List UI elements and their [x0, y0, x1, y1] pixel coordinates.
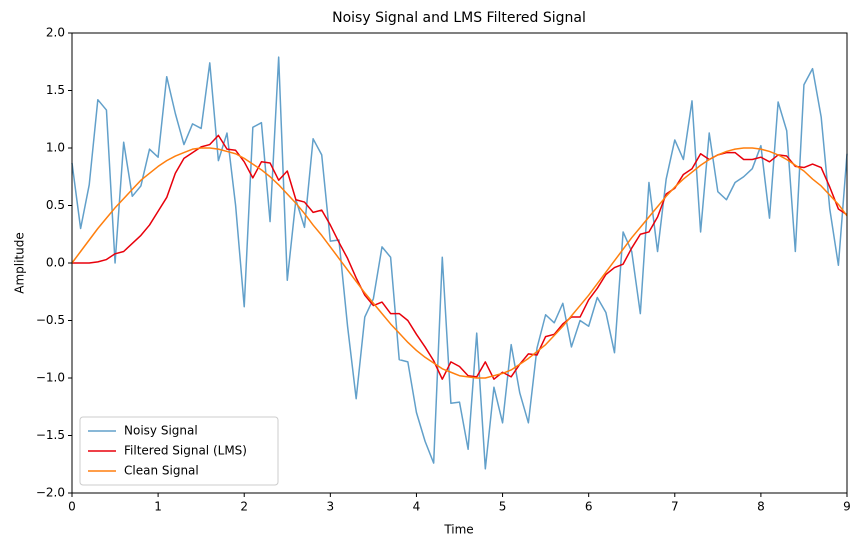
x-tick-label: 9	[843, 500, 851, 514]
x-tick-label: 1	[154, 500, 162, 514]
plot-frame	[71, 32, 848, 494]
y-tick-label: 0.5	[46, 198, 65, 212]
legend-label: Noisy Signal	[124, 424, 198, 438]
x-tick-label: 8	[757, 500, 765, 514]
y-tick-label: −1.5	[36, 428, 65, 442]
y-tick-label: 0.0	[46, 256, 65, 270]
x-tick-label: 5	[499, 500, 507, 514]
y-tick-label: −0.5	[36, 313, 65, 327]
legend-box	[79, 416, 279, 486]
series-line	[71, 147, 848, 379]
y-tick-label: 1.5	[46, 83, 65, 97]
x-tick-label: 0	[68, 500, 76, 514]
x-tick-label: 7	[671, 500, 679, 514]
x-tick-label: 3	[327, 500, 335, 514]
chart-title: Noisy Signal and LMS Filtered Signal	[332, 10, 586, 26]
legend-label: Clean Signal	[124, 464, 199, 478]
x-tick-label: 2	[240, 500, 248, 514]
y-axis-label: Amplitude	[13, 232, 27, 294]
y-tick-label: 2.0	[46, 26, 65, 40]
series-line	[72, 134, 848, 380]
x-tick-label: 6	[585, 500, 593, 514]
legend-label: Filtered Signal (LMS)	[124, 444, 247, 458]
y-tick-label: 1.0	[46, 141, 65, 155]
x-tick-label: 4	[413, 500, 421, 514]
y-tick-label: −2.0	[36, 486, 65, 500]
y-tick-label: −1.0	[36, 371, 65, 385]
x-axis-label: Time	[443, 523, 473, 537]
series-line	[71, 56, 848, 470]
